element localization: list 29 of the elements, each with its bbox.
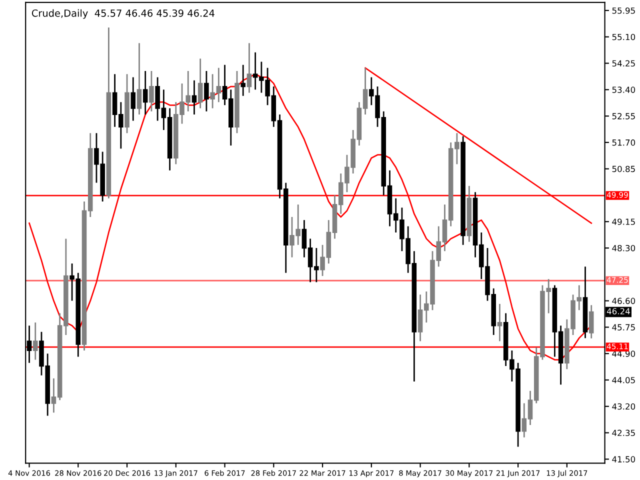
y-tick-label: 53.40 (612, 86, 636, 93)
text: Crude,Daily 45.57 46.46 45.39 46.24 (32, 9, 214, 19)
y-tick-label: 52.55 (612, 113, 635, 120)
y-tick-label: 51.70 (612, 139, 636, 146)
y-tick-label: 55.95 (612, 7, 635, 14)
y-tick-label: 55.10 (612, 34, 636, 40)
candlestick (130, 76, 136, 122)
y-tick-label: 50.85 (612, 166, 635, 172)
y-tick-label: 43.20 (612, 403, 636, 410)
candlestick (246, 42, 252, 94)
y-tick-label: 45.75 (612, 324, 635, 330)
y-tick-label: 49.15 (612, 218, 635, 225)
candlestick (240, 64, 246, 97)
candlestick (198, 58, 203, 109)
candlestick (142, 70, 148, 116)
text: 46.24 (606, 308, 630, 314)
candlestick (136, 42, 142, 116)
y-tick-label: 42.35 (612, 430, 635, 436)
candlestick (497, 303, 502, 342)
y-tick-label: 41.50 (612, 456, 636, 462)
candlestick (32, 322, 38, 360)
candlestick (204, 70, 209, 112)
y-tick-label: 48.30 (612, 244, 636, 252)
y-tick-label: 54.25 (612, 60, 635, 67)
y-tick-label: 46.60 (612, 298, 636, 304)
y-tick-label: 44.05 (612, 376, 635, 384)
candlestick (588, 304, 594, 340)
candlestick (192, 80, 197, 116)
candlestick (149, 70, 154, 112)
